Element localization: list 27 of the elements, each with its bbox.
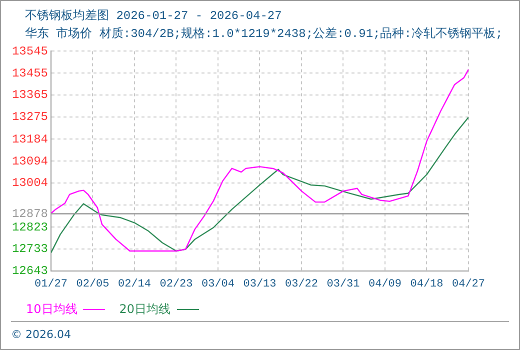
y-tick-label: 13004 [12,176,48,190]
x-tick-label: 04/27 [452,278,486,291]
x-tick-label: 03/31 [326,278,360,291]
x-tick-label: 03/13 [243,278,276,291]
y-tick-label: 13365 [12,88,48,102]
x-tick-label: 02/14 [118,278,152,291]
y-tick-label: 13094 [12,154,48,168]
x-tick-label: 03/22 [284,278,318,291]
y-tick-label: 12643 [12,264,48,278]
x-tick-label: 02/05 [76,278,110,291]
x-tick-label: 04/18 [410,278,444,291]
x-tick-label: 01/27 [34,278,68,291]
x-tick-label: 02/23 [160,278,193,291]
y-tick-label: 12823 [12,220,48,234]
y-tick-label: 13455 [12,66,48,80]
ref-line-label: 12878 [12,206,48,221]
chart-subtitle: 华东 市场价 材质:304/2B;规格:1.0*1219*2438;公差:0.91;品种:冷轧不锈钢平板; [25,26,503,42]
legend-label: 10日均线 [26,302,78,316]
y-tick-label: 12733 [12,242,48,256]
chart-title: 不锈钢板均差图 2026-01-27 - 2026-04-27 [25,8,282,24]
y-tick-label: 13275 [12,110,48,124]
y-tick-label: 13184 [12,132,48,146]
text: © 2026.04 [11,321,509,341]
x-tick-label: 04/09 [368,278,402,291]
legend-label: 20日均线 [119,302,171,316]
x-tick-label: 03/04 [201,278,235,291]
y-tick-label: 13545 [12,44,48,58]
